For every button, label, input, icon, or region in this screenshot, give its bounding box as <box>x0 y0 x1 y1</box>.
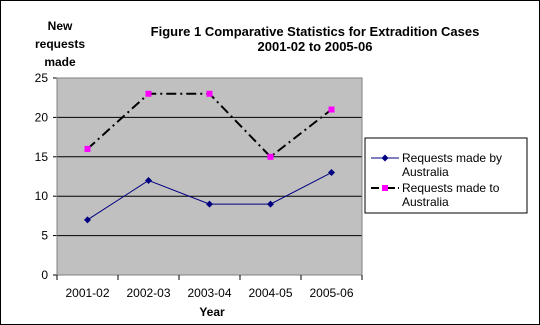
legend-swatch-marker-1 <box>381 154 389 162</box>
series-layer <box>84 90 335 224</box>
series-1-point-2005-06 <box>328 169 335 177</box>
x-tick-labels: 2001-02 2002-03 2003-04 2004-05 2005-06 <box>65 286 353 300</box>
x-tick-label-2003-04: 2003-04 <box>187 286 231 300</box>
series-1-point-2003-04 <box>206 200 213 208</box>
legend-label-2-line1: Requests made to <box>402 181 500 195</box>
y-tick-label-20: 20 <box>35 110 49 124</box>
series-1-point-2001-02 <box>84 216 91 224</box>
series-1-point-2004-05 <box>267 200 274 208</box>
y-tick-labels: 0 5 10 15 20 25 <box>35 71 49 282</box>
y-tick-label-0: 0 <box>41 268 48 282</box>
y-tick-label-25: 25 <box>35 71 49 85</box>
y-tick-label-5: 5 <box>41 229 48 243</box>
y-axis-label-line2: requests <box>35 37 85 51</box>
y-tick-label-15: 15 <box>35 150 49 164</box>
x-tick-label-2004-05: 2004-05 <box>248 286 292 300</box>
x-axis-label: Year <box>199 305 225 319</box>
plot-border <box>56 77 363 276</box>
series-1 <box>84 169 335 224</box>
series-2-point-2001-02 <box>84 145 91 152</box>
y-tick-label-10: 10 <box>35 189 49 203</box>
legend-swatch-marker-2 <box>382 185 388 191</box>
chart-title-line2: 2001-02 to 2005-06 <box>258 39 373 54</box>
legend-label-2-line2: Australia <box>402 195 449 209</box>
series-2-point-2002-03 <box>145 90 152 97</box>
legend-box <box>364 137 528 214</box>
series-2-point-2004-05 <box>267 153 274 160</box>
legend-label-1-line1: Requests made by <box>402 151 502 165</box>
y-axis-label-line1: New <box>48 19 73 33</box>
x-tick-label-2002-03: 2002-03 <box>126 286 170 300</box>
chart-title-line1: Figure 1 Comparative Statistics for Extr… <box>151 24 480 39</box>
legend-label-1-line2: Australia <box>402 165 449 179</box>
plot-area <box>57 78 362 275</box>
series-2 <box>84 90 335 160</box>
series-2-point-2003-04 <box>206 90 213 97</box>
axes <box>53 77 363 280</box>
series-2-point-2005-06 <box>328 106 335 113</box>
y-axis-label-line3: made <box>44 55 76 69</box>
series-1-point-2002-03 <box>145 176 152 184</box>
x-tick-label-2001-02: 2001-02 <box>65 286 109 300</box>
x-tick-label-2005-06: 2005-06 <box>309 286 353 300</box>
